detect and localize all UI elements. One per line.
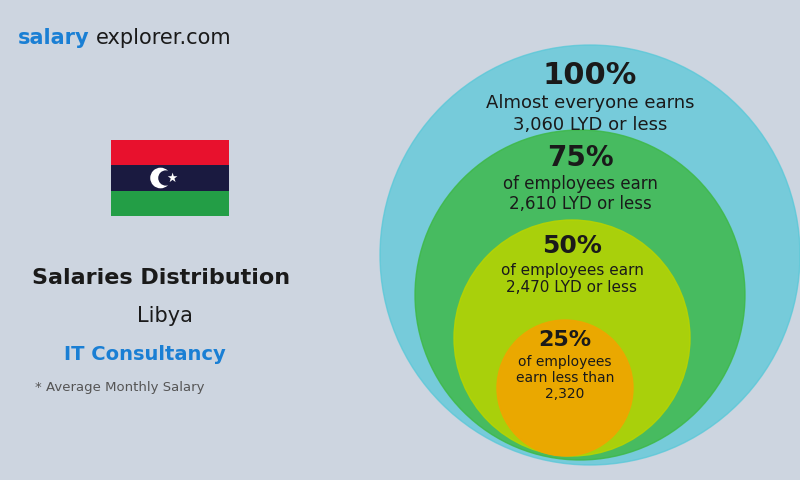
Text: of employees: of employees — [518, 355, 612, 369]
Text: Salaries Distribution: Salaries Distribution — [32, 268, 290, 288]
Text: 2,470 LYD or less: 2,470 LYD or less — [506, 280, 638, 296]
Text: IT Consultancy: IT Consultancy — [64, 345, 226, 363]
Bar — [111, 191, 229, 216]
Bar — [111, 140, 229, 165]
Text: * Average Monthly Salary: * Average Monthly Salary — [35, 382, 205, 395]
Circle shape — [159, 171, 173, 185]
Text: of employees earn: of employees earn — [501, 263, 643, 277]
Text: earn less than: earn less than — [516, 371, 614, 385]
Text: 3,060 LYD or less: 3,060 LYD or less — [513, 116, 667, 134]
Text: ★: ★ — [166, 171, 178, 184]
Circle shape — [380, 45, 800, 465]
Text: of employees earn: of employees earn — [502, 175, 658, 193]
Text: 25%: 25% — [538, 330, 591, 350]
Circle shape — [151, 168, 170, 188]
Circle shape — [497, 320, 633, 456]
Text: 75%: 75% — [546, 144, 614, 172]
Bar — [111, 165, 229, 191]
Text: explorer.com: explorer.com — [96, 28, 232, 48]
Text: Libya: Libya — [137, 306, 193, 326]
Text: Almost everyone earns: Almost everyone earns — [486, 94, 694, 112]
Circle shape — [415, 130, 745, 460]
Circle shape — [454, 220, 690, 456]
Text: 2,610 LYD or less: 2,610 LYD or less — [509, 195, 651, 213]
Text: 50%: 50% — [542, 234, 602, 258]
Text: 100%: 100% — [543, 60, 637, 89]
Text: salary: salary — [18, 28, 90, 48]
Text: 2,320: 2,320 — [546, 387, 585, 401]
